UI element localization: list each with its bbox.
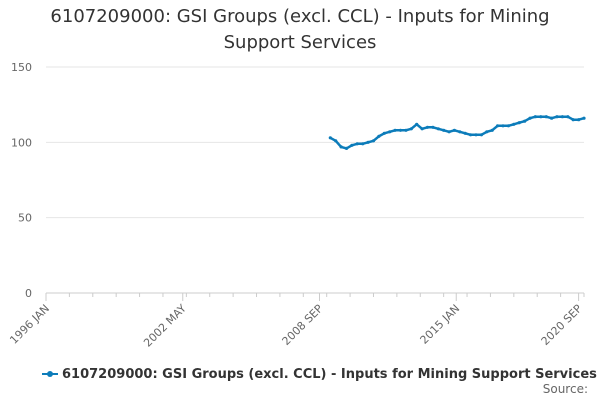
y-tick-label: 150 xyxy=(11,61,32,74)
data-point xyxy=(393,128,397,132)
data-point xyxy=(577,118,581,122)
y-tick-label: 0 xyxy=(25,287,32,300)
data-point xyxy=(474,133,478,137)
data-point xyxy=(490,128,494,132)
data-point xyxy=(328,136,332,140)
data-point xyxy=(523,119,527,123)
data-point xyxy=(539,115,543,119)
data-point xyxy=(398,128,403,132)
data-point xyxy=(463,131,467,135)
data-point xyxy=(350,143,354,147)
data-point xyxy=(371,139,376,143)
legend-label: 6107209000: GSI Groups (excl. CCL) - Inp… xyxy=(62,366,597,382)
data-point xyxy=(344,146,349,150)
x-tick-label: 1996 JAN xyxy=(7,302,52,347)
y-tick-label: 100 xyxy=(11,136,32,149)
axes: 0 50 100 150 1996 JAN 2002 MAY 2008 SEP 2015 JA… xyxy=(7,61,585,350)
source-label: Source: xyxy=(542,382,588,396)
x-tick-label: 2015 JAN xyxy=(418,302,463,347)
data-point xyxy=(479,133,483,137)
data-point xyxy=(436,127,440,131)
legend[interactable]: 6107209000: GSI Groups (excl. CCL) - Inp… xyxy=(42,365,597,383)
data-point xyxy=(555,115,559,119)
data-point xyxy=(512,122,516,126)
data-point xyxy=(431,125,435,129)
data-point xyxy=(404,128,408,132)
data-point xyxy=(501,124,505,128)
data-point xyxy=(339,145,343,149)
data-point xyxy=(409,127,413,131)
chart-title: 6107209000: GSI Groups (excl. CCL) - Inp… xyxy=(50,6,550,53)
legend-symbol-icon xyxy=(42,368,58,380)
data-point xyxy=(528,116,532,120)
data-point xyxy=(533,115,538,119)
data-point xyxy=(517,121,521,125)
data-point xyxy=(420,127,424,131)
data-point xyxy=(571,118,575,122)
data-point xyxy=(355,142,359,146)
data-point xyxy=(566,115,570,119)
data-point xyxy=(361,142,365,146)
data-point xyxy=(550,116,554,120)
data-point xyxy=(485,130,489,134)
data-point xyxy=(442,128,446,132)
data-point xyxy=(388,130,392,134)
data-point xyxy=(544,115,548,119)
data-point xyxy=(377,134,381,138)
data-point xyxy=(469,133,473,137)
data-point xyxy=(425,125,430,129)
x-tick-label: 2008 SEP xyxy=(280,302,326,348)
data-point xyxy=(382,131,386,135)
series-layer xyxy=(328,115,586,150)
data-point xyxy=(582,116,586,120)
data-point xyxy=(452,128,456,132)
x-tick-label: 2020 SEP xyxy=(539,302,585,348)
data-point xyxy=(366,140,370,144)
data-point xyxy=(447,130,451,134)
data-point xyxy=(458,130,462,134)
data-point xyxy=(506,124,510,128)
data-point xyxy=(415,122,419,126)
data-point xyxy=(334,139,338,143)
gridlines xyxy=(46,66,584,294)
data-point xyxy=(560,115,565,119)
data-point xyxy=(496,124,500,128)
y-tick-label: 50 xyxy=(18,212,32,225)
x-tick-label: 2002 MAY xyxy=(141,302,189,350)
